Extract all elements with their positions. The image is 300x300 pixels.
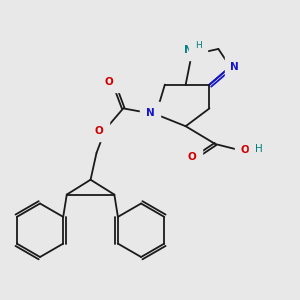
Text: O: O (105, 76, 113, 87)
Text: H: H (195, 41, 202, 50)
Text: O: O (94, 126, 103, 136)
Text: O: O (240, 145, 249, 155)
Text: N: N (184, 44, 192, 55)
Text: O: O (188, 152, 197, 162)
Text: N: N (146, 108, 154, 118)
Text: N: N (230, 62, 239, 72)
Text: H: H (255, 143, 262, 154)
